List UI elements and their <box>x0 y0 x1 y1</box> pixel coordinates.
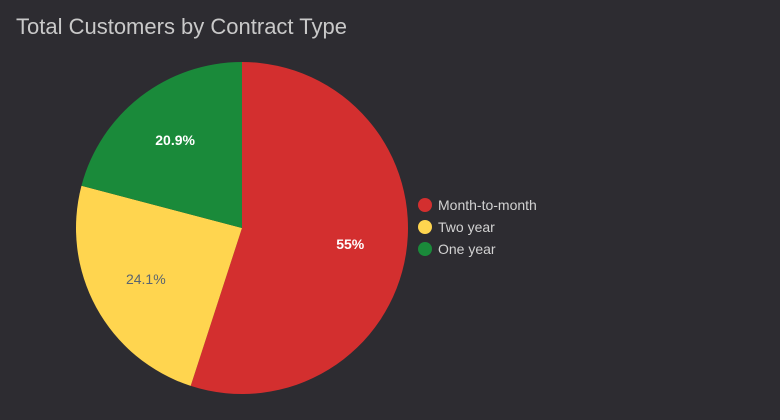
legend-item-one-year[interactable]: One year <box>418 240 537 258</box>
pie-slice-one-year[interactable] <box>81 62 242 228</box>
slice-label-month-to-month: 55% <box>336 236 365 252</box>
legend-label-month-to-month: Month-to-month <box>438 197 537 213</box>
legend-item-two-year[interactable]: Two year <box>418 218 537 236</box>
legend: Month-to-month Two year One year <box>418 196 537 258</box>
chart-title: Total Customers by Contract Type <box>16 14 347 39</box>
pie-slice-two-year[interactable] <box>75 185 242 386</box>
legend-label-two-year: Two year <box>438 219 495 235</box>
slice-label-one-year: 20.9% <box>155 132 195 148</box>
pie-slice-month-to-month[interactable] <box>190 62 409 395</box>
legend-label-one-year: One year <box>438 241 496 257</box>
legend-swatch-month-to-month <box>418 198 432 212</box>
pie-slices <box>75 62 409 395</box>
slice-label-two-year: 24.1% <box>126 271 166 287</box>
pie-slice-labels: 55% 24.1% 20.9% <box>126 132 365 287</box>
legend-item-month-to-month[interactable]: Month-to-month <box>418 196 537 214</box>
legend-swatch-two-year <box>418 220 432 234</box>
legend-swatch-one-year <box>418 242 432 256</box>
